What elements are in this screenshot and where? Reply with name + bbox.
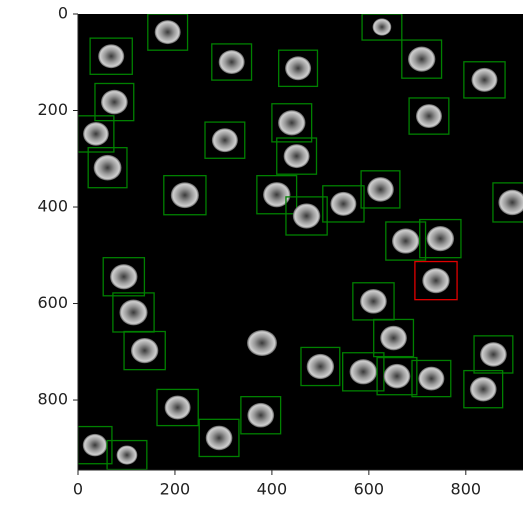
- cell-blob: [427, 226, 454, 251]
- cell-blob: [131, 338, 158, 363]
- cell-blob: [83, 434, 107, 456]
- cell-blob: [98, 44, 124, 68]
- cell-blob: [367, 177, 394, 202]
- cell-blob: [373, 18, 392, 35]
- cell-blob: [471, 68, 497, 92]
- cell-blob: [247, 403, 274, 428]
- cell-blob: [284, 144, 310, 168]
- cell-blob: [330, 192, 356, 216]
- cell-blob: [278, 110, 305, 135]
- y-tick-label: 0: [58, 4, 68, 23]
- cell-blob: [360, 289, 387, 314]
- y-tick-label: 200: [37, 100, 68, 119]
- y-tick-label: 800: [37, 390, 68, 409]
- cell-blob: [416, 104, 442, 128]
- chart: 0 200 400 600 800 0 200 400 600 800: [0, 0, 523, 514]
- cell-blob: [293, 203, 320, 228]
- cell-blob: [380, 326, 407, 351]
- y-tick-label: 600: [37, 293, 68, 312]
- cell-blob: [155, 20, 181, 44]
- cell-blob: [83, 122, 109, 146]
- cell-blob: [247, 330, 277, 356]
- cell-blob: [101, 90, 128, 115]
- cell-blob: [206, 426, 233, 451]
- cell-blob: [480, 342, 507, 367]
- cell-blob: [212, 128, 238, 152]
- cell-blob: [350, 359, 377, 384]
- cell-blob: [384, 364, 411, 389]
- cell-blob: [171, 182, 199, 208]
- cell-blob: [307, 354, 334, 379]
- cell-blob: [165, 396, 191, 420]
- x-tick-label: 600: [354, 480, 385, 499]
- x-tick-label: 800: [451, 480, 482, 499]
- cell-blob: [422, 268, 449, 293]
- cell-blob: [117, 445, 138, 464]
- cell-blob: [470, 377, 497, 402]
- x-tick-label: 400: [257, 480, 288, 499]
- cell-blob: [408, 46, 435, 71]
- x-tick-label: 200: [160, 480, 191, 499]
- cell-blob: [285, 56, 311, 80]
- cell-blob: [94, 155, 122, 181]
- cell-blob: [219, 50, 245, 74]
- cell-blob: [418, 367, 444, 391]
- y-tick-label: 400: [37, 197, 68, 216]
- cell-blob: [119, 300, 147, 326]
- x-tick-label: 0: [73, 480, 83, 499]
- cell-blob: [110, 264, 137, 289]
- image-background: [78, 14, 523, 470]
- cell-blob: [392, 228, 419, 253]
